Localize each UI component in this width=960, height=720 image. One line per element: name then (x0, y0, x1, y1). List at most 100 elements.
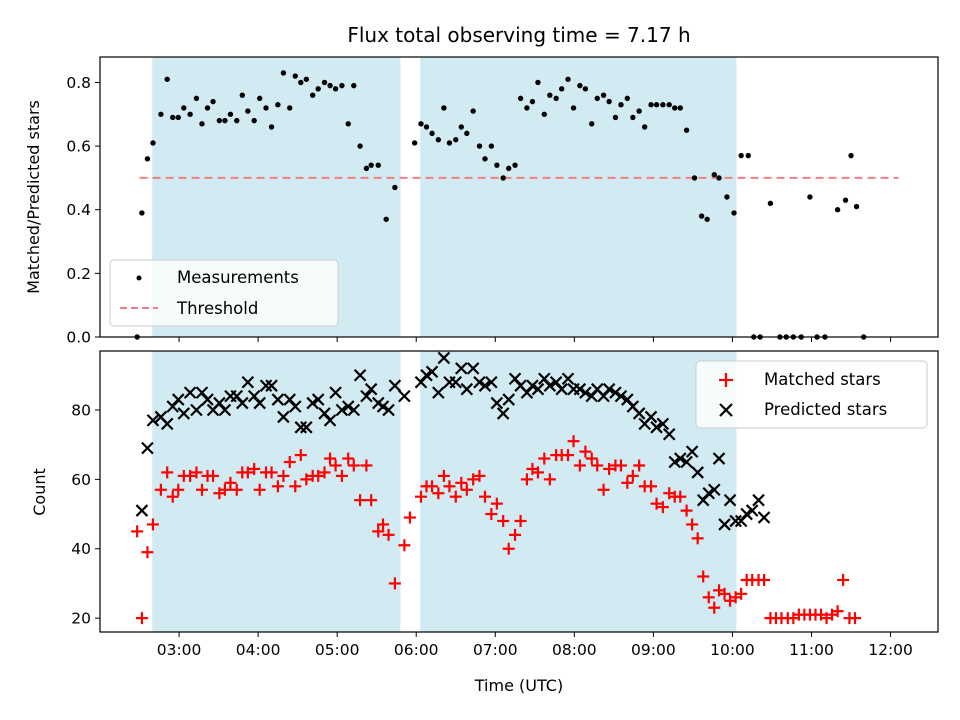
data-point-matched (603, 462, 616, 475)
data-point-matched (697, 570, 710, 583)
data-point-predicted (294, 421, 308, 434)
data-point-matched (567, 435, 580, 448)
data-point-matched (449, 490, 462, 503)
data-point-predicted (723, 493, 737, 507)
data-point (234, 117, 240, 124)
data-point-predicted (632, 407, 646, 420)
data-point-matched (645, 480, 658, 493)
data-point (464, 130, 470, 137)
data-point (636, 108, 642, 114)
data-point (577, 82, 583, 89)
ratio-legend: Measurements Threshold (109, 259, 339, 327)
data-point (287, 105, 293, 111)
data-point (363, 165, 370, 172)
data-point-matched (207, 469, 220, 482)
data-point-matched (248, 462, 261, 475)
data-point-matched (479, 490, 492, 503)
data-point (731, 210, 737, 216)
data-point (612, 114, 619, 121)
data-point (263, 105, 269, 111)
data-point-matched (388, 577, 401, 590)
count-points (131, 351, 861, 625)
data-point-predicted (329, 386, 342, 399)
data-point (704, 216, 710, 222)
data-point-matched (195, 483, 208, 496)
data-point-predicted (685, 445, 699, 458)
data-point (691, 175, 698, 181)
data-point-predicted (555, 382, 568, 396)
data-point-matched (585, 452, 598, 465)
data-point-predicted (602, 382, 616, 396)
data-point-predicted (135, 504, 149, 517)
data-point (303, 76, 310, 82)
legend-measurements-label: Measurements (177, 268, 299, 287)
data-point (164, 76, 170, 82)
data-point-predicted (236, 396, 249, 410)
data-point (558, 86, 565, 92)
data-point (144, 156, 151, 162)
data-point-matched (509, 528, 522, 541)
data-point (435, 137, 442, 143)
data-point (429, 130, 435, 137)
y-tick-label: 0.8 (66, 74, 91, 92)
data-point-matched (141, 546, 154, 559)
observing-window-shading (152, 351, 737, 632)
data-point-matched (166, 490, 179, 503)
data-point-predicted (425, 365, 439, 379)
x-tick-label: 04:00 (236, 641, 281, 659)
data-point (541, 111, 547, 117)
data-point (724, 194, 730, 200)
x-tick-label: 05:00 (315, 641, 360, 659)
data-point-predicted (241, 375, 255, 389)
data-point (606, 98, 612, 105)
data-point-predicted (388, 379, 402, 392)
x-tick-label: 07:00 (473, 641, 518, 659)
data-point-matched (460, 483, 473, 496)
data-point-predicted (265, 379, 278, 392)
data-point-matched (837, 573, 850, 586)
data-point-predicted (382, 403, 395, 417)
data-point (239, 92, 246, 98)
data-point-matched (403, 511, 416, 524)
data-point-matched (347, 459, 360, 472)
data-point (553, 95, 559, 102)
data-point-predicted (190, 403, 203, 417)
data-point-matched (735, 587, 748, 600)
data-point (624, 95, 631, 102)
y-tick-label: 80 (71, 401, 91, 419)
data-point (345, 121, 351, 127)
data-point-predicted (160, 417, 174, 431)
data-point (807, 194, 813, 200)
data-point-predicted (437, 351, 451, 365)
data-point-predicted (432, 386, 445, 399)
data-point-matched (502, 542, 515, 555)
data-point-matched (573, 459, 586, 472)
data-point-matched (230, 483, 243, 496)
data-point-matched (614, 459, 627, 472)
data-point-matched (621, 476, 634, 489)
data-point-predicted (177, 407, 191, 420)
data-point (309, 92, 316, 98)
data-point-matched (224, 476, 237, 489)
data-point (570, 105, 577, 111)
data-point (268, 124, 275, 130)
data-point-matched (674, 490, 687, 503)
data-point (488, 143, 495, 149)
data-point (666, 102, 672, 108)
data-point-matched (758, 573, 771, 586)
data-point-predicted (311, 393, 325, 406)
ratio-plot-frame (99, 56, 939, 338)
data-point-predicted (496, 407, 510, 420)
data-point-matched (360, 459, 373, 472)
data-point-matched (277, 469, 290, 482)
data-point-matched (135, 612, 148, 625)
data-point (315, 86, 321, 92)
data-point-matched (520, 473, 533, 486)
data-point (327, 82, 333, 89)
data-point (565, 76, 571, 82)
data-point-predicted (420, 369, 433, 382)
x-tick-label: 06:00 (394, 641, 439, 659)
count-y-ticks: 20 40 60 80 (71, 401, 100, 628)
data-point (529, 98, 536, 105)
data-point-predicted (360, 389, 373, 403)
